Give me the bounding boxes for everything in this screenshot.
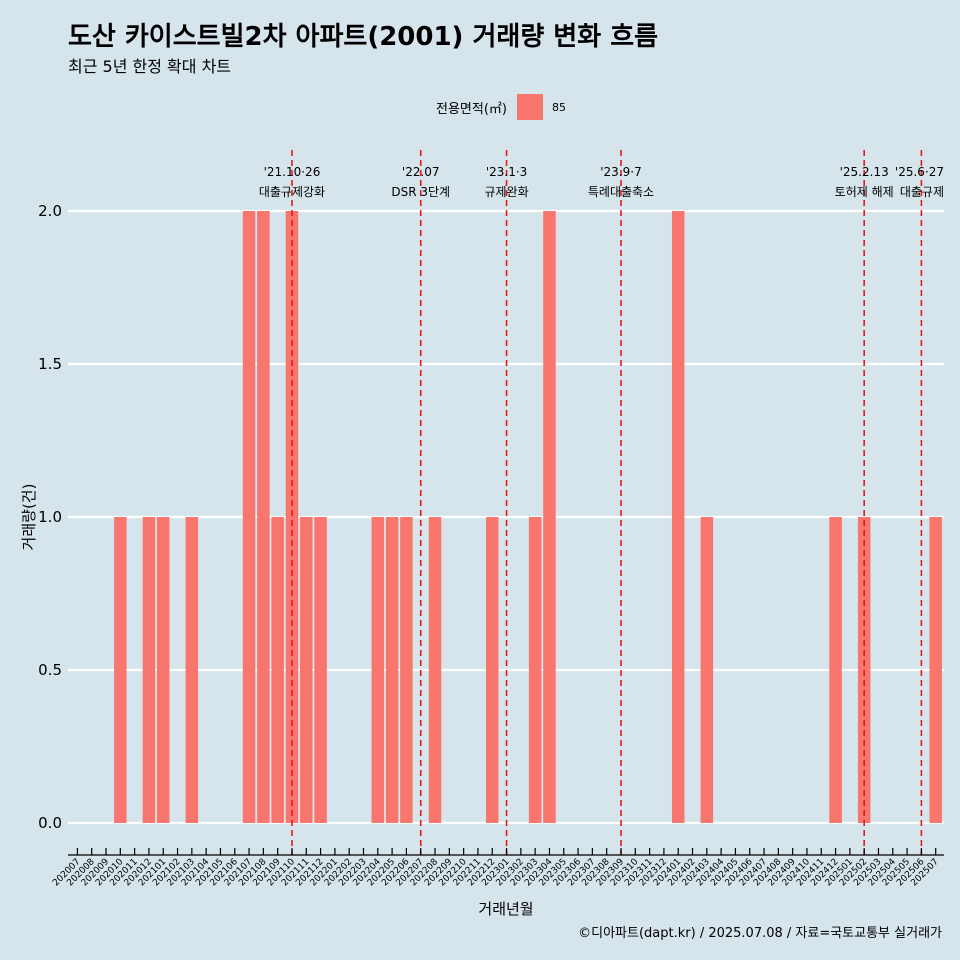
chart-subtitle: 최근 5년 한정 확대 차트	[68, 57, 232, 76]
event-label: DSR 3단계	[391, 185, 450, 199]
legend-key	[516, 94, 543, 120]
y-tick-label: 2.0	[38, 202, 62, 220]
y-axis-title: 거래량(건)	[20, 484, 38, 551]
bar	[671, 211, 685, 823]
y-tick-label: 1.0	[38, 508, 62, 526]
event-date-label: '22.07	[402, 165, 440, 179]
event-label: 대출규제강화	[259, 185, 325, 199]
legend: 전용면적(㎡) 85	[436, 94, 566, 120]
tick-labels: 0.00.51.01.52.02020072020082020092020102…	[38, 202, 941, 888]
bar	[829, 517, 842, 823]
y-tick-label: 0.5	[38, 661, 62, 679]
bar	[700, 517, 714, 823]
event-date-label: '23.9·7	[600, 165, 641, 179]
bar	[285, 211, 299, 823]
bar	[428, 517, 442, 823]
bar	[156, 517, 170, 823]
event-date-label: '25.2.13	[840, 165, 889, 179]
event-label: 특례대출축소	[588, 185, 654, 199]
bar	[242, 211, 256, 823]
bar	[485, 517, 499, 823]
bar	[314, 517, 327, 823]
y-tick-label: 0.0	[38, 814, 62, 832]
legend-title: 전용면적(㎡)	[436, 101, 507, 117]
bar	[114, 517, 127, 823]
bar	[528, 517, 542, 823]
bar	[300, 517, 313, 823]
bar	[271, 517, 284, 823]
bar	[929, 517, 942, 823]
event-label: 토허제 해제	[835, 185, 894, 199]
bar	[142, 517, 156, 823]
bar	[371, 517, 385, 823]
caption: ©디아파트(dapt.kr) / 2025.07.08 / 자료=국토교통부 실…	[578, 926, 942, 941]
event-lines: '21.10·26 대출규제강화 '22.07 DSR 3단계 '23.1·3 규제완화 '…	[259, 150, 944, 855]
legend-label: 85	[551, 100, 566, 114]
bar	[543, 211, 556, 823]
bar	[400, 517, 413, 823]
event-date-label: '25.6·27	[895, 165, 944, 179]
x-axis	[68, 848, 944, 856]
y-tick-label: 1.5	[38, 355, 62, 373]
x-axis-title: 거래년월	[478, 900, 533, 918]
event-date-label: '23.1·3	[486, 165, 527, 179]
event-label: 대출규제	[900, 185, 944, 199]
bar	[257, 211, 270, 823]
event-label: 규제완화	[484, 185, 528, 199]
event-date-label: '21.10·26	[264, 165, 321, 179]
bars	[114, 211, 942, 823]
bar	[385, 517, 399, 823]
chart-title: 도산 카이스트빌2차 아파트(2001) 거래량 변화 흐름	[68, 22, 659, 52]
bar	[185, 517, 199, 823]
